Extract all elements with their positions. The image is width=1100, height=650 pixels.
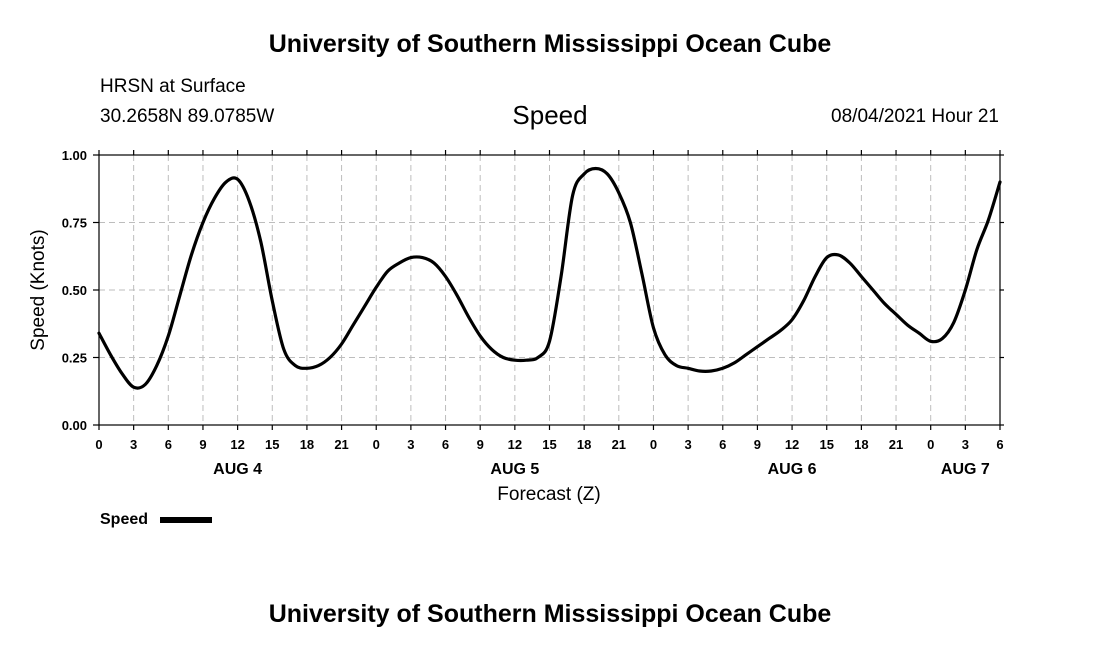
y-axis-label: Speed (Knots) bbox=[28, 229, 49, 350]
x-tick-label: 3 bbox=[130, 437, 137, 452]
x-tick-label: 0 bbox=[927, 437, 934, 452]
chart-title-top: University of Southern Mississippi Ocean… bbox=[268, 30, 832, 58]
x-tick-label: 3 bbox=[684, 437, 691, 452]
x-tick-label: 21 bbox=[889, 437, 903, 452]
day-label: AUG 4 bbox=[213, 461, 262, 478]
grid-lines bbox=[99, 155, 1000, 425]
x-tick-label: 0 bbox=[373, 437, 380, 452]
day-label: AUG 6 bbox=[768, 461, 817, 478]
y-tick-label: 1.00 bbox=[62, 148, 87, 163]
x-tick-label: 6 bbox=[165, 437, 172, 452]
x-tick-label: 3 bbox=[962, 437, 969, 452]
day-label: AUG 5 bbox=[490, 461, 539, 478]
x-tick-label: 12 bbox=[508, 437, 522, 452]
y-axis: 0.00 0.25 0.50 0.75 1.00 bbox=[62, 148, 1004, 433]
x-tick-label: 0 bbox=[650, 437, 657, 452]
x-axis: 0 3 6 9 12 15 18 21 0 3 6 9 12 15 18 21 0 3 6 9 12 15 18 21 0 3 6 bbox=[95, 150, 1004, 452]
chart-name: Speed bbox=[512, 100, 588, 130]
speed-series-line bbox=[97, 166, 1002, 390]
station-label: HRSN at Surface bbox=[100, 76, 246, 97]
day-label: AUG 7 bbox=[941, 461, 990, 478]
y-tick-label: 0.00 bbox=[62, 418, 87, 433]
x-axis-label: Forecast (Z) bbox=[497, 484, 600, 505]
x-tick-label: 18 bbox=[854, 437, 868, 452]
x-tick-label: 12 bbox=[230, 437, 244, 452]
x-tick-label: 9 bbox=[754, 437, 761, 452]
x-tick-label: 6 bbox=[442, 437, 449, 452]
y-tick-label: 0.50 bbox=[62, 283, 87, 298]
x-tick-label: 6 bbox=[719, 437, 726, 452]
legend-swatch bbox=[160, 517, 212, 523]
x-tick-label: 9 bbox=[199, 437, 206, 452]
chart-title-bottom: University of Southern Mississippi Ocean… bbox=[268, 600, 832, 628]
forecast-datetime: 08/04/2021 Hour 21 bbox=[831, 106, 999, 127]
x-tick-label: 21 bbox=[612, 437, 626, 452]
y-tick-label: 0.25 bbox=[62, 351, 87, 366]
y-tick-label: 0.75 bbox=[62, 216, 87, 231]
x-tick-label: 12 bbox=[785, 437, 799, 452]
x-tick-label: 21 bbox=[334, 437, 348, 452]
coordinates-label: 30.2658N 89.0785W bbox=[100, 106, 275, 127]
x-tick-label: 18 bbox=[577, 437, 591, 452]
legend: Speed bbox=[100, 511, 212, 528]
x-tick-label: 18 bbox=[300, 437, 314, 452]
x-tick-label: 6 bbox=[996, 437, 1003, 452]
x-tick-label: 3 bbox=[407, 437, 414, 452]
x-tick-label: 0 bbox=[95, 437, 102, 452]
legend-label: Speed bbox=[100, 511, 148, 528]
x-tick-label: 9 bbox=[477, 437, 484, 452]
day-labels: AUG 4 AUG 5 AUG 6 AUG 7 bbox=[213, 461, 990, 478]
x-tick-label: 15 bbox=[819, 437, 833, 452]
x-tick-label: 15 bbox=[542, 437, 556, 452]
x-tick-label: 15 bbox=[265, 437, 279, 452]
